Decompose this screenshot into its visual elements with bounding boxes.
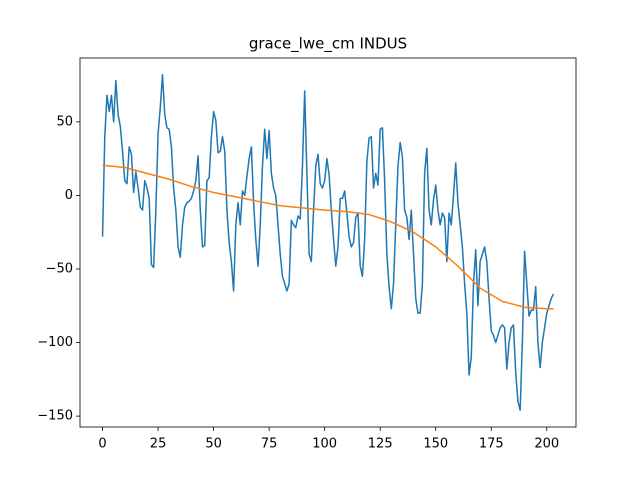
x-tick-label: 75 <box>261 437 278 452</box>
plot-frame <box>79 57 577 428</box>
x-tick-label: 0 <box>98 437 106 452</box>
x-tick-label: 50 <box>205 437 222 452</box>
data-line <box>101 74 555 411</box>
x-tick-label: 150 <box>423 437 448 452</box>
chart-title: grace_lwe_cm INDUS <box>249 35 407 54</box>
x-tick-label: 100 <box>312 437 337 452</box>
y-tick-label: 50 <box>56 114 73 129</box>
y-tick-label: −100 <box>37 335 73 350</box>
x-tick-label: 125 <box>368 437 393 452</box>
y-tick-label: −150 <box>37 409 73 424</box>
y-tick-label: −50 <box>46 261 73 276</box>
x-tick-label: 175 <box>479 437 504 452</box>
x-tick-label: 200 <box>534 437 559 452</box>
y-tick-label: 0 <box>65 188 73 203</box>
x-tick-label: 25 <box>150 437 167 452</box>
data-line <box>102 164 554 310</box>
